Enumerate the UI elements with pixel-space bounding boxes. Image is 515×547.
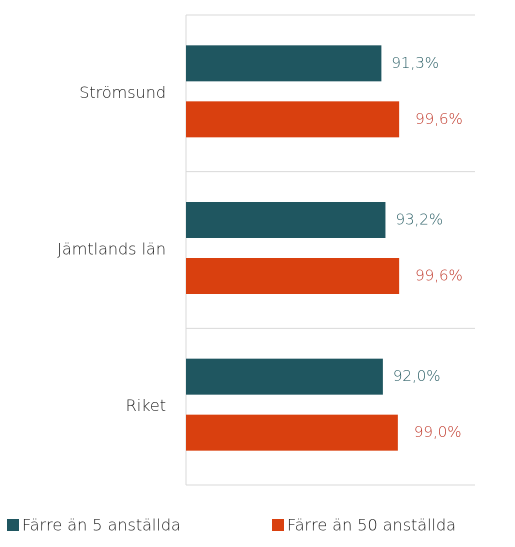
bar — [186, 45, 382, 82]
category-label: Riket — [126, 396, 166, 415]
value-label: 99,6% — [415, 110, 463, 128]
value-label: 99,6% — [415, 267, 463, 285]
bar — [186, 258, 400, 294]
legend-swatch — [7, 519, 19, 531]
category-label: Jämtlands län — [57, 240, 166, 259]
bar — [186, 414, 398, 451]
legend-label: Färre än 5 anställda — [22, 516, 181, 535]
bar — [186, 358, 383, 395]
legend-label: Färre än 50 anställda — [287, 516, 456, 535]
bar — [186, 101, 400, 138]
value-label: 99,0% — [414, 423, 462, 441]
value-label: 91,3% — [391, 54, 439, 72]
value-label: 92,0% — [393, 367, 441, 385]
category-label: Strömsund — [79, 83, 166, 102]
legend-swatch — [272, 519, 284, 531]
bar — [186, 202, 386, 238]
value-label: 93,2% — [395, 211, 443, 229]
